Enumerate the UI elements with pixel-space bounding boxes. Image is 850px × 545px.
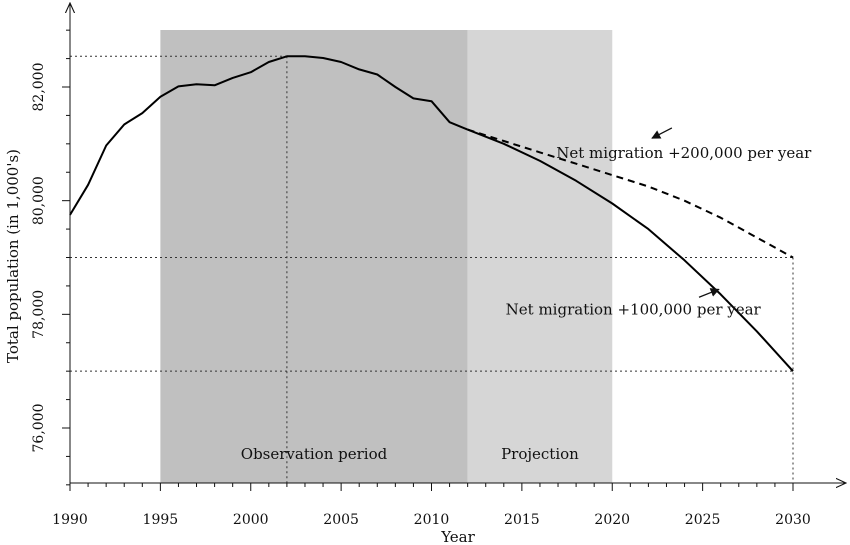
y-tick-label: 78,000 (31, 290, 47, 339)
x-ticks: 1990 1995 2000 2005 2010 2015 2020 2025 2030 (52, 483, 811, 528)
x-tick-label: 1995 (143, 512, 179, 528)
axes (70, 3, 846, 483)
series-observed (69, 55, 468, 216)
shaded-regions (160, 30, 613, 483)
annotation-arrows (651, 127, 720, 298)
annotation-200k: Net migration +200,000 per year (556, 144, 812, 162)
x-tick-label: 2005 (323, 512, 359, 528)
y-tick-label: 80,000 (31, 176, 47, 225)
series-lines (69, 55, 794, 372)
y-tick-label: 82,000 (31, 63, 47, 112)
x-tick-label: 2030 (775, 512, 811, 528)
region-label-projection: Projection (501, 445, 579, 463)
x-tick-label: 2010 (414, 512, 450, 528)
annotation-arrow-1 (698, 288, 720, 298)
annotations: Net migration +200,000 per year Net migr… (506, 144, 812, 318)
x-tick-label: 2015 (504, 512, 540, 528)
x-tick-label: 1990 (52, 512, 88, 528)
y-ticks: 76,000 78,000 80,000 82,000 (31, 29, 70, 486)
y-tick-label: 76,000 (31, 404, 47, 453)
series-100k (467, 128, 794, 372)
series-200k (467, 128, 794, 259)
shaded-region-1 (467, 30, 613, 483)
reference-lines (70, 55, 794, 483)
region-labels: Observation period Projection (241, 445, 579, 463)
annotation-arrow-0 (651, 127, 673, 139)
x-tick-label: 2025 (685, 512, 721, 528)
annotation-100k: Net migration +100,000 per year (506, 300, 762, 318)
x-tick-label: 2020 (594, 512, 630, 528)
region-label-observation: Observation period (241, 445, 388, 463)
x-tick-label: 2000 (233, 512, 269, 528)
shaded-region-0 (160, 30, 468, 483)
x-axis-title: Year (440, 528, 475, 545)
y-axis-title: Total population (in 1,000's) (4, 149, 22, 363)
